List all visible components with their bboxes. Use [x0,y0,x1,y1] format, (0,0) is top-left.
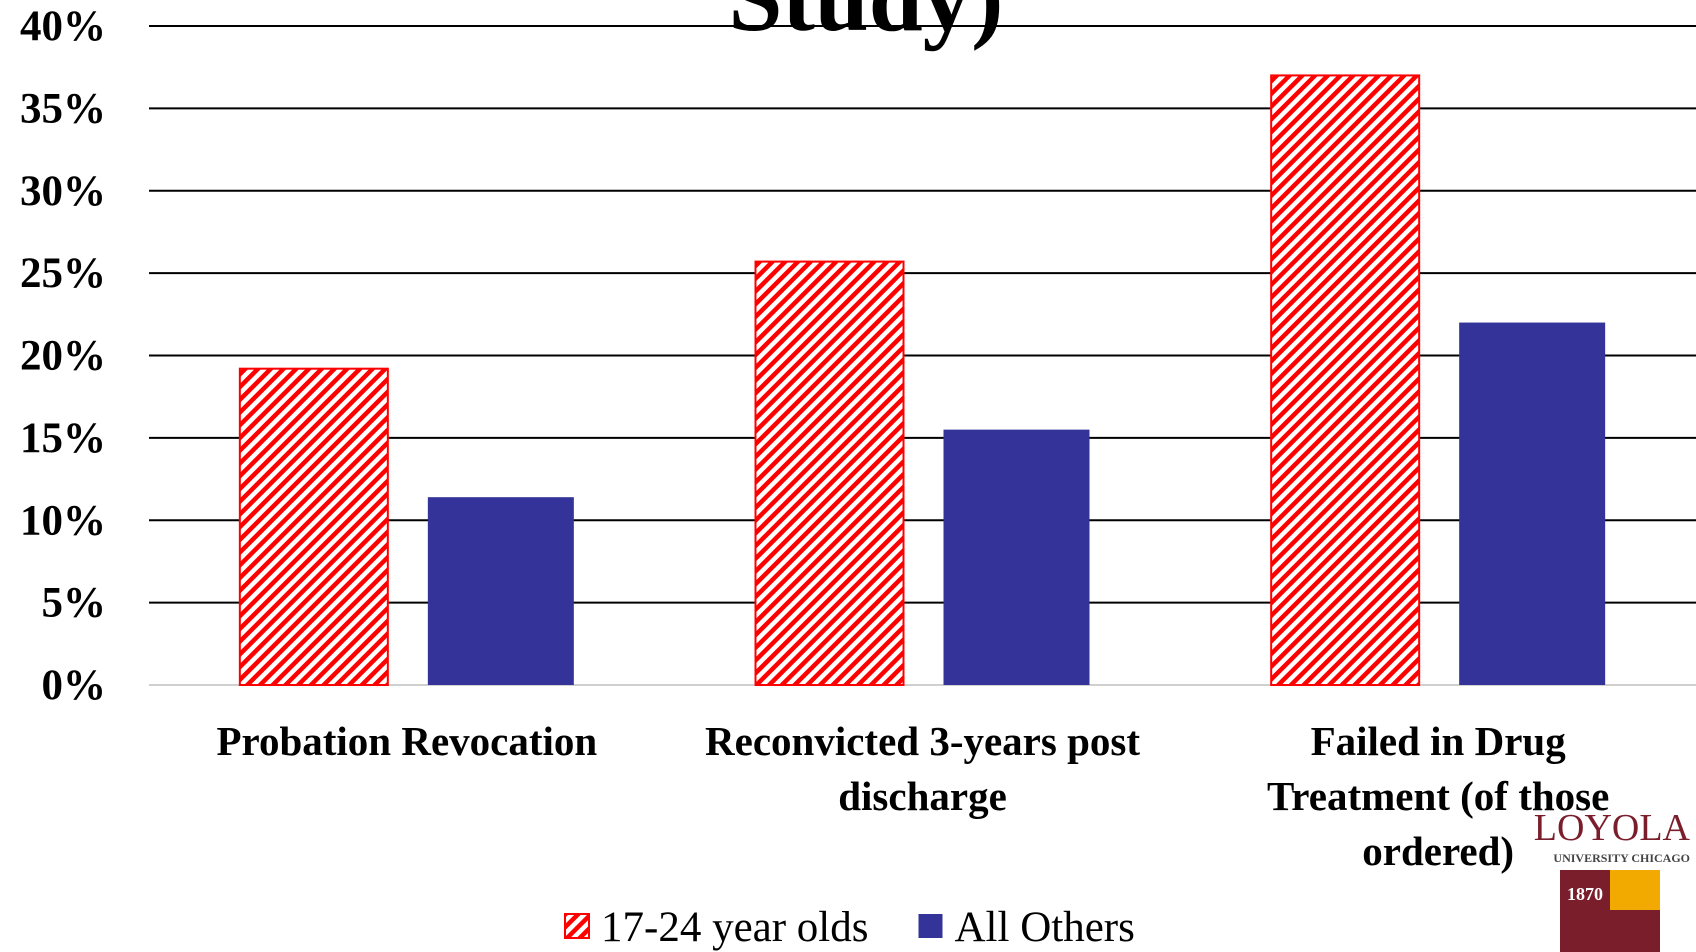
y-tick-label: 30% [20,168,106,215]
y-tick-label: 20% [20,333,106,380]
y-tick-label: 0% [42,662,107,709]
x-tick-label: Reconvicted 3-years post discharge [705,718,1140,819]
bar [427,497,574,685]
legend-swatch [918,914,943,938]
logo: LOYOLA UNIVERSITY CHICAGO 1870 [1534,807,1691,952]
logo-name: LOYOLA [1534,807,1691,849]
y-tick-label: 5% [42,580,107,627]
bar [754,260,905,686]
bar [238,367,389,686]
y-tick-label: 10% [20,497,106,544]
legend-swatch [564,913,590,939]
logo-year: 1870 [1567,884,1603,904]
bar [1270,74,1421,687]
logo-gold [1610,870,1660,910]
logo-subtitle: UNIVERSITY CHICAGO [1553,851,1690,865]
bar [943,429,1090,685]
y-tick-label: 25% [20,250,106,297]
x-tick-label: Probation Revocation [216,718,598,764]
y-tick-label: 15% [20,415,106,462]
y-tick-label: 40% [20,3,106,50]
x-tick-label: Failed in Drug Treatment (of those order… [1266,718,1610,874]
bar [1459,322,1606,685]
legend-label: 17-24 year olds [601,904,869,951]
y-tick-label: 35% [20,85,106,132]
legend-label: All Others [955,904,1135,951]
